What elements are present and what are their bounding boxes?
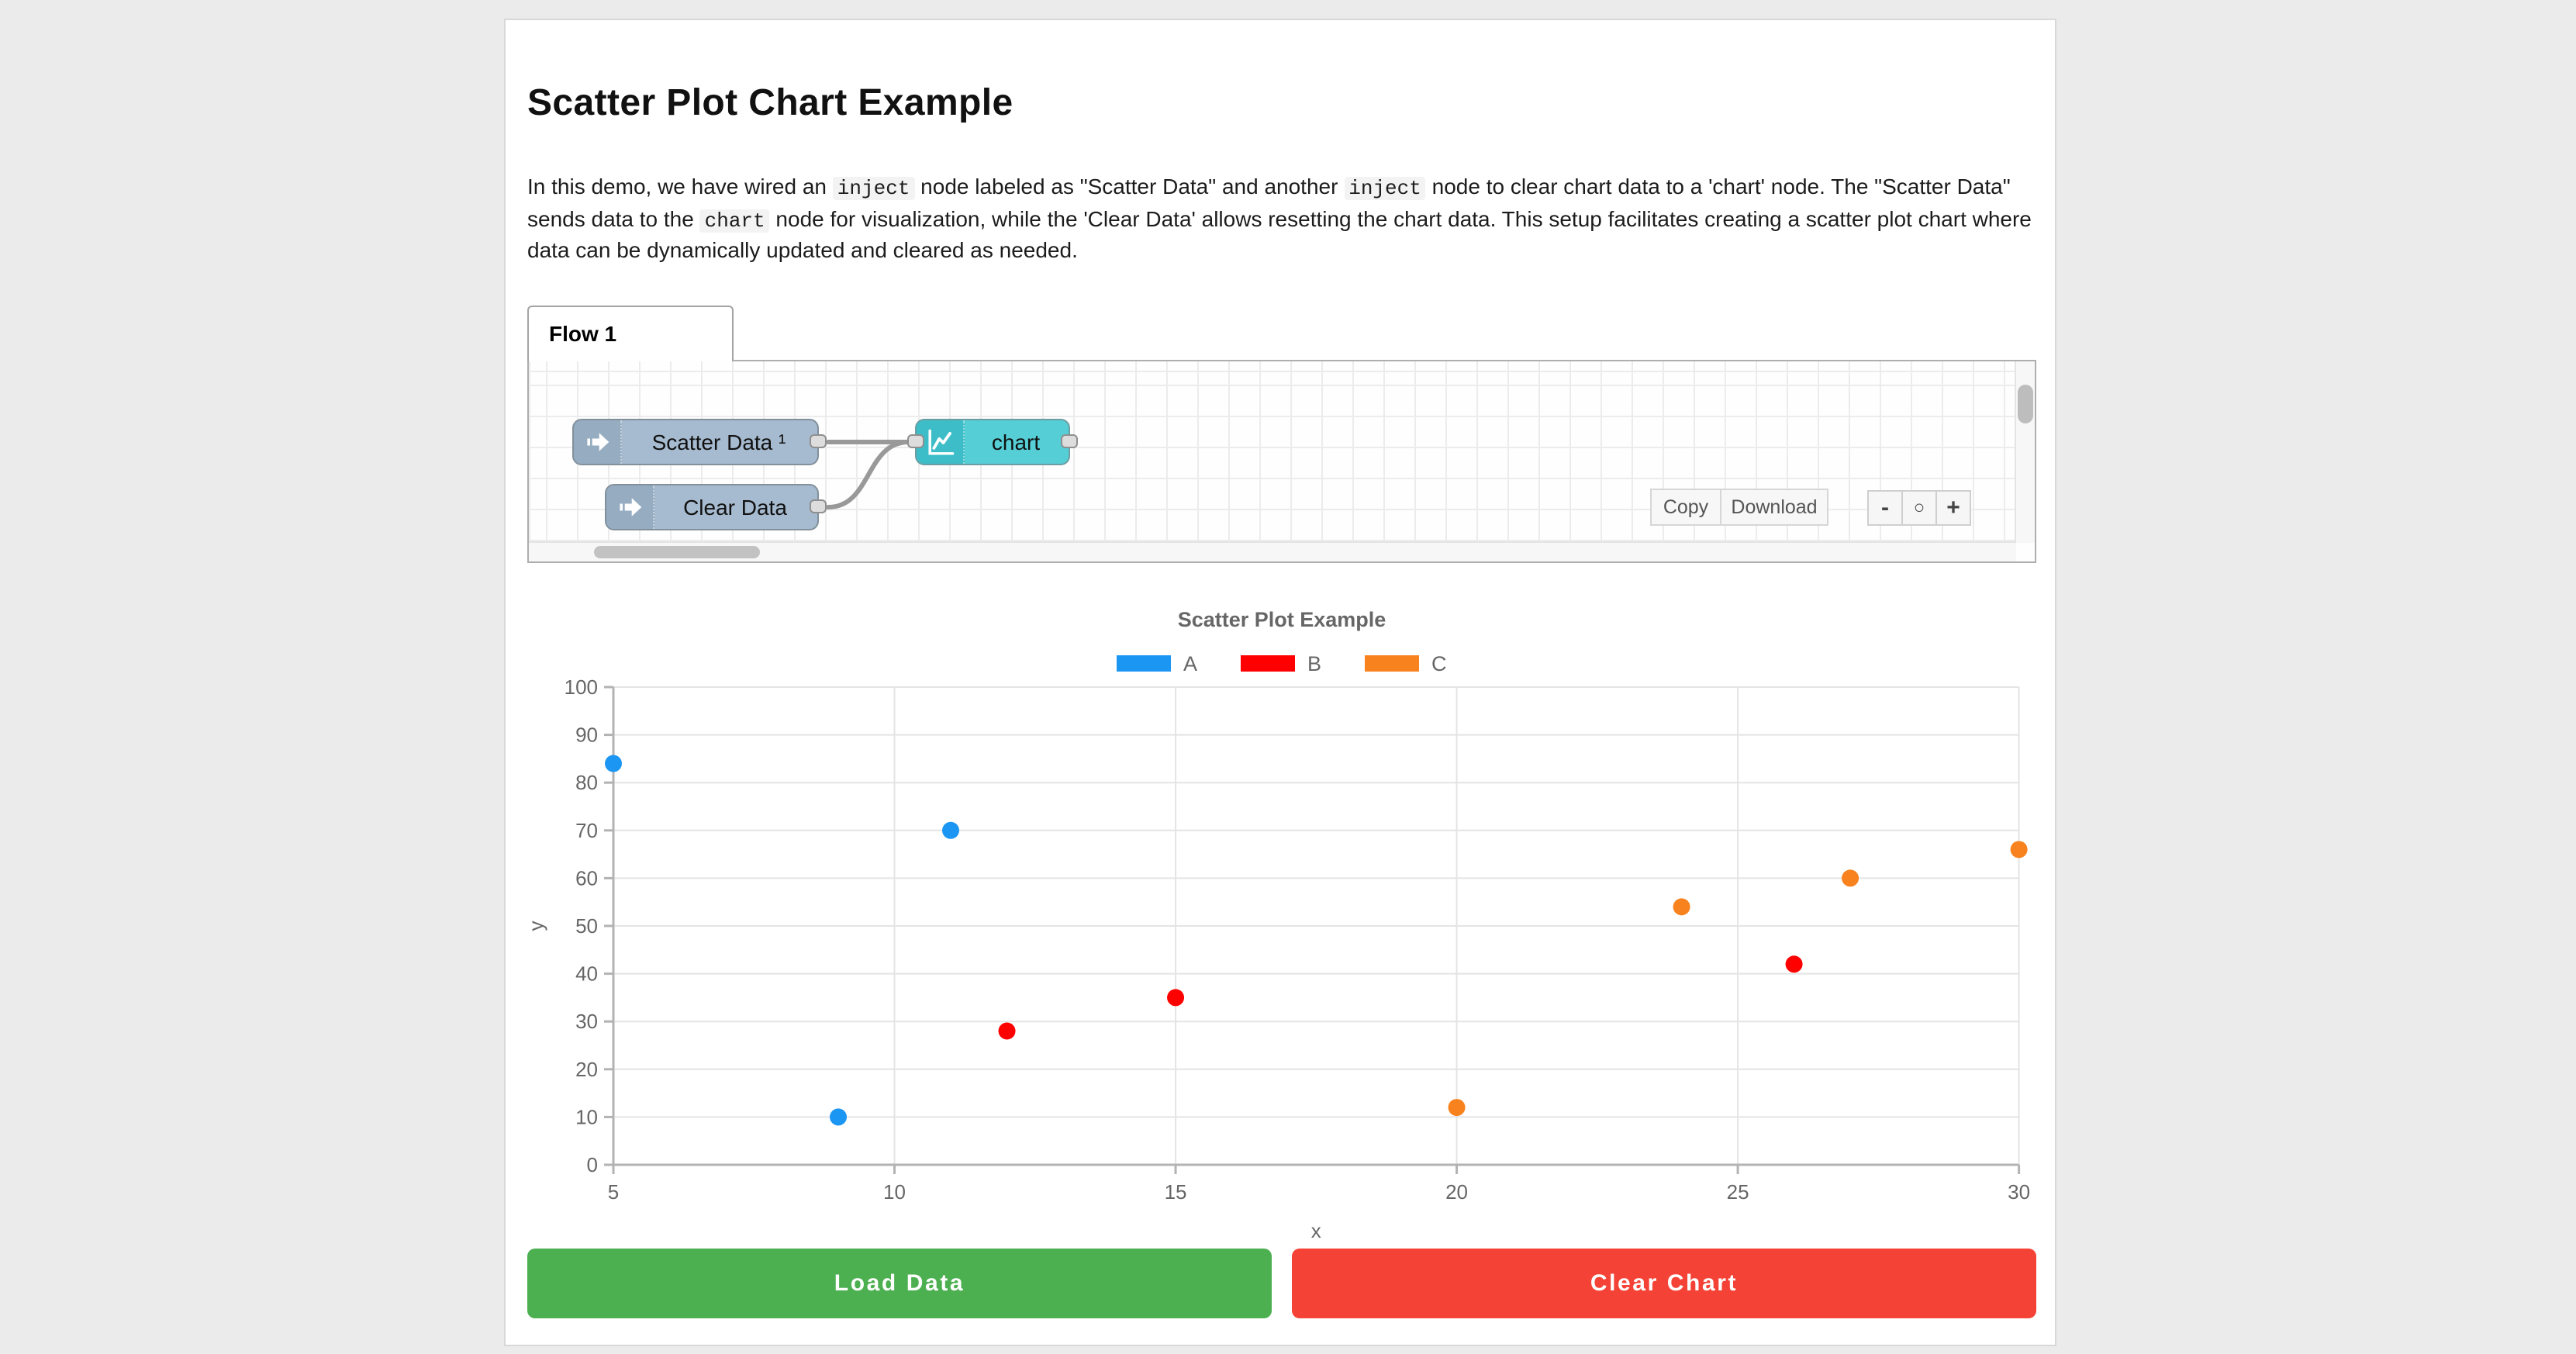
data-point-C <box>1448 1099 1466 1117</box>
output-port[interactable] <box>1061 434 1078 448</box>
y-tick-label: 40 <box>575 962 598 986</box>
inline-code: inject <box>1344 177 1426 200</box>
zoom-in-button[interactable]: + <box>1935 490 1971 526</box>
inline-code: chart <box>699 209 770 232</box>
x-tick-label: 10 <box>883 1180 906 1204</box>
vertical-scrollbar-thumb[interactable] <box>2018 385 2033 423</box>
legend-label: C <box>1431 652 1447 675</box>
legend-swatch <box>1365 655 1419 672</box>
download-button[interactable]: Download <box>1720 489 1828 526</box>
x-tick-label: 5 <box>608 1180 619 1204</box>
data-point-C <box>1842 869 1859 887</box>
data-point-C <box>1673 898 1690 916</box>
intro-paragraph: In this demo, we have wired an inject no… <box>527 172 2036 266</box>
legend-label: A <box>1183 652 1197 675</box>
flow-node-label: chart <box>991 430 1041 454</box>
data-point-A <box>830 1108 848 1126</box>
y-tick-label: 20 <box>575 1058 598 1081</box>
y-tick-label: 50 <box>575 914 598 938</box>
data-point-C <box>2010 841 2028 858</box>
intro-text: node labeled as "Scatter Data" and anoth… <box>914 174 1345 199</box>
y-tick-label: 30 <box>575 1010 598 1033</box>
data-point-B <box>1167 989 1185 1007</box>
legend-swatch <box>1117 655 1171 672</box>
legend-swatch <box>1241 655 1295 672</box>
y-tick-label: 0 <box>587 1153 598 1176</box>
y-tick-label: 100 <box>565 675 598 699</box>
y-tick-label: 60 <box>575 866 598 889</box>
scatter-chart: Scatter Plot Example A B C 0 10 20 30 40 50 60 70 80… <box>527 608 2030 1242</box>
intro-text: node for visualization, while the 'Clear… <box>527 206 2032 262</box>
y-tick-label: 10 <box>575 1105 598 1128</box>
zoom-out-button[interactable]: - <box>1867 490 1903 526</box>
intro-text: node to clear chart data to a 'chart' no… <box>527 174 2011 230</box>
x-tick-label: 20 <box>1445 1180 1468 1204</box>
x-tick-label: 15 <box>1165 1180 1187 1204</box>
flow-node-label: Scatter Data ¹ <box>651 430 786 454</box>
y-tick-label: 80 <box>575 771 598 794</box>
y-tick-label: 70 <box>575 819 598 842</box>
clear-chart-button[interactable]: Clear Chart <box>1292 1249 2036 1318</box>
zoom-reset-button[interactable]: ○ <box>1901 490 1937 526</box>
inline-code: inject <box>832 177 915 200</box>
x-tick-label: 25 <box>1727 1180 1749 1204</box>
load-data-button[interactable]: Load Data <box>527 1249 1272 1318</box>
flow-node-chart[interactable]: chart <box>907 419 1078 465</box>
x-axis-title: x <box>1311 1219 1321 1242</box>
horizontal-scrollbar[interactable] <box>529 541 2016 561</box>
legend-label: B <box>1307 652 1321 675</box>
flow-wires <box>826 440 911 509</box>
output-port[interactable] <box>810 499 827 513</box>
flow-node-label: Clear Data <box>683 495 787 520</box>
content-card: Scatter Plot Chart Example In this demo,… <box>504 19 2056 1346</box>
data-point-A <box>605 755 622 772</box>
flow-canvas[interactable]: Scatter Data ¹ chart <box>527 360 2036 563</box>
data-point-A <box>942 821 960 839</box>
inject-arrow-icon <box>574 420 622 464</box>
chart-title: Scatter Plot Example <box>1178 608 1386 631</box>
output-port[interactable] <box>810 434 827 448</box>
y-axis-title: y <box>527 921 547 931</box>
y-tick-label: 90 <box>575 724 598 747</box>
flow-node-scatter-data[interactable]: Scatter Data ¹ <box>572 419 827 465</box>
x-tick-label: 30 <box>2008 1180 2030 1204</box>
flow-node-clear-data[interactable]: Clear Data <box>605 484 827 530</box>
copy-button[interactable]: Copy <box>1650 489 1721 526</box>
page-title: Scatter Plot Chart Example <box>527 82 1013 124</box>
input-port[interactable] <box>907 434 924 448</box>
flow-tab[interactable]: Flow 1 <box>527 306 734 361</box>
horizontal-scrollbar-thumb[interactable] <box>594 546 760 558</box>
inject-arrow-icon <box>606 485 654 529</box>
line-chart-icon <box>917 420 965 464</box>
data-point-B <box>998 1022 1016 1040</box>
action-button-row: Load Data Clear Chart <box>527 1249 2036 1318</box>
vertical-scrollbar[interactable] <box>2015 361 2035 543</box>
data-point-B <box>1785 955 1803 973</box>
intro-text: In this demo, we have wired an <box>527 174 833 199</box>
